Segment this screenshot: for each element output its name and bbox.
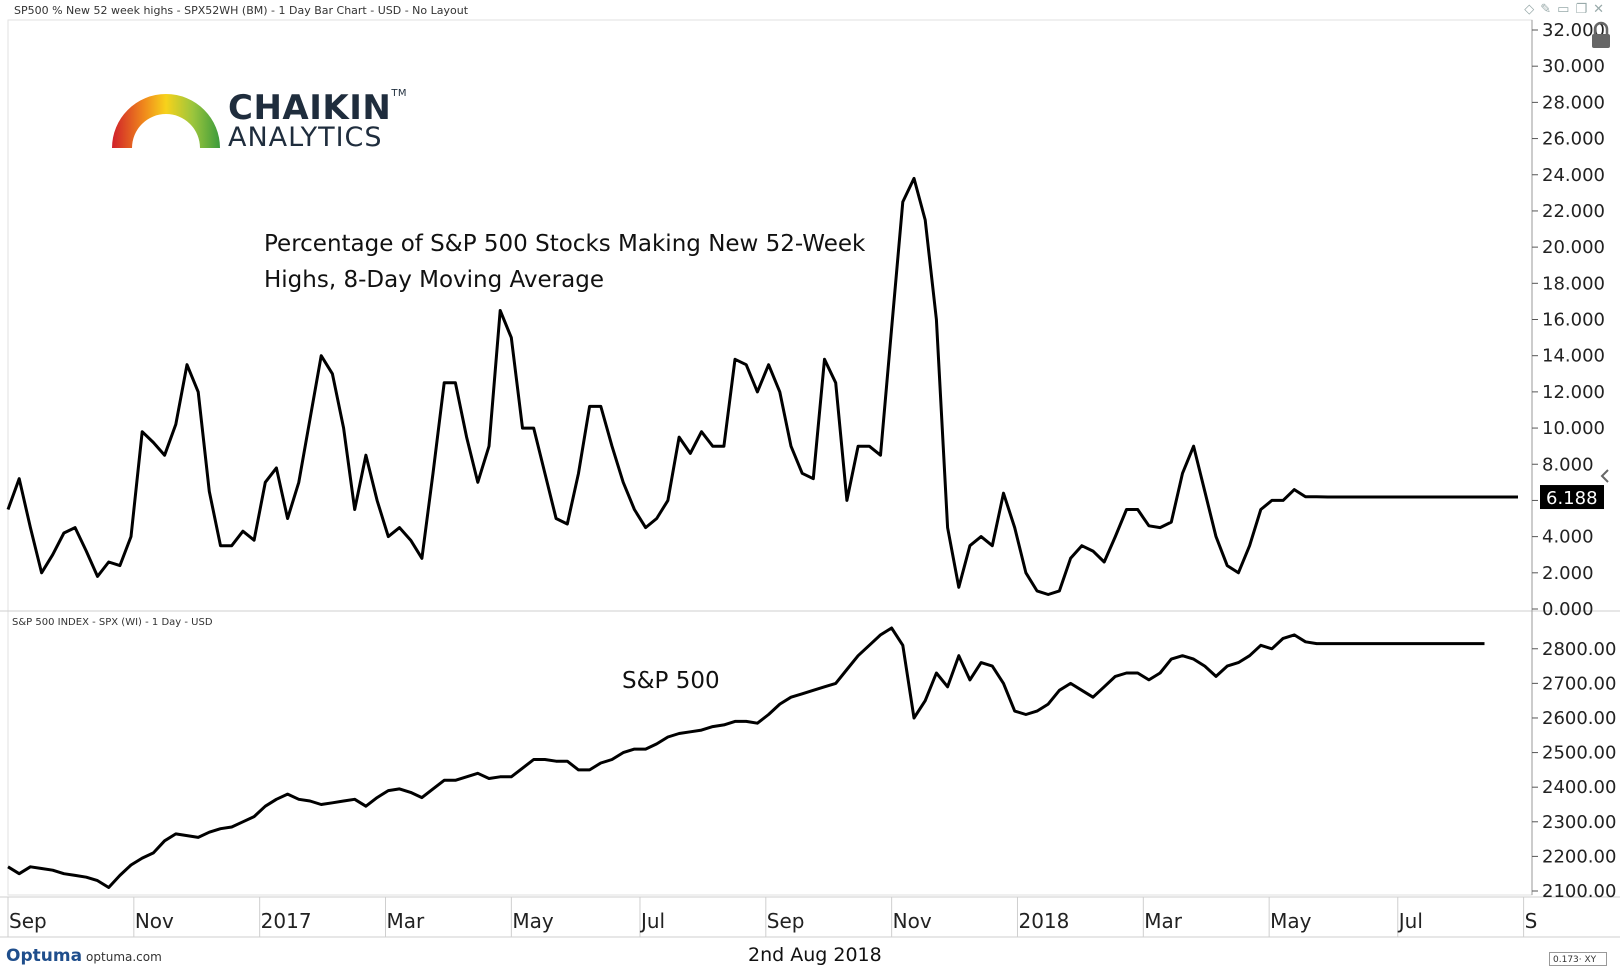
close-icon[interactable]: ✕ — [1593, 2, 1610, 17]
logo-wordmark-bottom: ANALYTICS — [228, 122, 383, 153]
logo-wordmark-top: CHAIKINTM — [228, 88, 408, 128]
series-new-highs — [6, 176, 1518, 596]
restore-icon[interactable]: ❐ — [1575, 2, 1594, 17]
y-tick-label-top: 4.000 — [1542, 527, 1594, 548]
y-tick-label-top: 0.000 — [1542, 599, 1594, 620]
footer-date: 2nd Aug 2018 — [748, 944, 882, 966]
pin-icon[interactable]: ✎ — [1540, 2, 1558, 17]
x-tick-label: Sep — [767, 909, 805, 933]
lock-body — [1592, 34, 1610, 48]
y-tick-label-top: 10.000 — [1542, 418, 1605, 439]
last-value-box — [1540, 485, 1604, 510]
optuma-logo: Optuma — [6, 946, 83, 966]
y-tick-label-bottom: 2400.00 — [1542, 777, 1616, 798]
chaikin-logo: CHAIKINTM ANALYTICS — [110, 88, 410, 156]
x-tick-label: May — [1270, 909, 1312, 933]
optuma-url: optuma.com — [86, 950, 162, 964]
y-tick-label-bottom: 2700.00 — [1542, 673, 1616, 694]
series-line-spx — [7, 626, 1485, 889]
annotation-spx: S&P 500 — [622, 668, 720, 694]
y-tick-label-bottom: 2100.00 — [1542, 881, 1616, 902]
y-axis-bottom: 2100.00 2200.00 2300.00 2400.00 2500.00 2600.… — [1532, 639, 1616, 902]
diamond-icon[interactable]: ◇ — [1524, 2, 1541, 17]
toolbar-icons[interactable]: ◇✎▭❐✕ — [1524, 2, 1610, 17]
chart-title-bar: SP500 % New 52 week highs - SPX52WH (BM)… — [14, 4, 469, 17]
y-tick-label-bottom: 2600.00 — [1542, 708, 1616, 729]
x-tick-label: Jul — [639, 909, 665, 933]
x-axis: Sep Nov 2017 Mar May Jul Sep Nov 2018 Mar May Jul S — [7, 897, 1538, 937]
y-tick-label-bottom: 2800.00 — [1542, 639, 1616, 660]
last-value-label: 6.188 — [1546, 488, 1598, 509]
x-tick-label: S — [1525, 909, 1538, 933]
y-tick-label-bottom: 2200.00 — [1542, 846, 1616, 867]
collapse-chevron-icon — [1600, 469, 1609, 483]
lock-icon[interactable] — [1592, 21, 1610, 483]
x-tick-label: Mar — [1144, 909, 1183, 933]
y-tick-label-top: 14.000 — [1542, 346, 1605, 367]
y-tick-label-top: 12.000 — [1542, 382, 1605, 403]
x-tick-label: Nov — [893, 909, 932, 933]
minimize-icon[interactable]: ▭ — [1557, 2, 1576, 17]
lock-shackle — [1593, 21, 1609, 34]
y-tick-label-top: 2.000 — [1542, 563, 1594, 584]
scale-readout[interactable]: 0.173· XY — [1549, 952, 1607, 966]
y-tick-label-top: 22.000 — [1542, 201, 1605, 222]
y-tick-label-top: 32.000 — [1542, 20, 1605, 41]
pane-label-spx: S&P 500 INDEX - SPX (WI) - 1 Day - USD — [12, 617, 213, 628]
x-tick-label: 2018 — [1018, 909, 1069, 933]
optuma-watermark: Optuma optuma.com — [6, 946, 162, 966]
gauge-logo-icon — [112, 94, 220, 148]
x-tick-label: May — [512, 909, 554, 933]
y-axis-top: 0.0002.0004.0006.0008.00010.00012.00014.… — [1532, 20, 1605, 620]
x-tick-label: Mar — [387, 909, 426, 933]
x-tick-label: Jul — [1397, 909, 1423, 933]
series-spx — [7, 626, 1485, 889]
y-tick-label-top: 16.000 — [1542, 310, 1605, 331]
y-tick-label-top: 24.000 — [1542, 165, 1605, 186]
y-tick-label-bottom: 2300.00 — [1542, 812, 1616, 833]
x-tick-label: 2017 — [261, 909, 312, 933]
y-tick-label-top: 8.000 — [1542, 454, 1594, 475]
chart-frame — [0, 19, 1620, 938]
series-line-new-highs — [6, 176, 1518, 596]
annotation-new-highs: Percentage of S&P 500 Stocks Making New … — [264, 231, 866, 293]
y-tick-label-top: 18.000 — [1542, 273, 1605, 294]
y-tick-label-top: 28.000 — [1542, 92, 1605, 113]
last-value-marker: 6.188 — [1540, 485, 1604, 510]
x-tick-label: Sep — [9, 909, 47, 933]
y-tick-label-top: 26.000 — [1542, 129, 1605, 150]
y-tick-label-bottom: 2500.00 — [1542, 743, 1616, 764]
y-tick-label-top: 20.000 — [1542, 237, 1605, 258]
y-tick-label-top: 30.000 — [1542, 56, 1605, 77]
x-tick-label: Nov — [135, 909, 174, 933]
